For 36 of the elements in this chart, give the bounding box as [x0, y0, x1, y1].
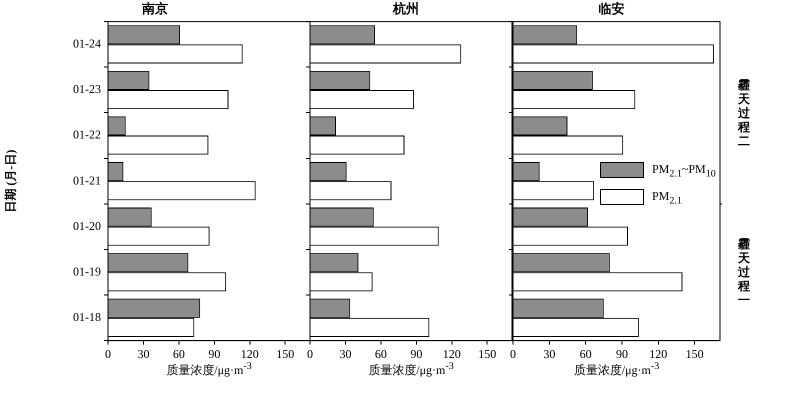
y-tick-label: 01-19 — [73, 264, 101, 278]
y-tick-label: 01-21 — [73, 173, 101, 188]
x-tick-label: 120 — [442, 346, 461, 361]
x-tick-label: 30 — [543, 346, 556, 361]
x-tick-label: 0 — [307, 346, 313, 361]
y-tick-label: 01-24 — [73, 36, 101, 51]
x-tick-label: 30 — [137, 346, 150, 361]
text: 霾天过程二 — [738, 78, 750, 148]
x-tick-label: 90 — [616, 346, 628, 361]
x-tick-label: 60 — [580, 346, 592, 361]
x-tick-label: 120 — [240, 346, 259, 361]
x-tick-label: 30 — [339, 346, 352, 361]
x-tick-label: 120 — [649, 346, 668, 361]
x-tick-label: 90 — [208, 346, 220, 361]
chart-title: 临安 — [598, 1, 624, 16]
x-tick-label: 150 — [276, 346, 294, 361]
y-tick-label: 01-22 — [73, 128, 101, 142]
x-tick-label: 90 — [410, 346, 422, 361]
x-axis-title: 质量浓度/μg·m$^{-3}$ — [574, 360, 660, 379]
x-tick-label: 0 — [510, 346, 516, 361]
y-tick-label: 01-18 — [73, 310, 101, 324]
x-axis-title: 质量浓度/μg·m$^{-3}$ — [368, 360, 454, 379]
text: PM$_{2.1}$ — [652, 188, 682, 206]
chart-title: 杭州 — [392, 1, 419, 16]
y-tick-label: 01-23 — [73, 82, 101, 96]
x-tick-label: 0 — [105, 346, 111, 361]
y-tick-label: 01-20 — [73, 218, 101, 233]
text: 霾天过程一 — [738, 237, 750, 308]
chart-title: 南京 — [141, 1, 168, 16]
x-tick-label: 60 — [374, 346, 387, 361]
y-axis-title: 日期 (月-日) — [3, 150, 18, 213]
x-tick-label: 60 — [172, 346, 185, 361]
x-axis-title: 质量浓度/μg·m$^{-3}$ — [166, 360, 252, 379]
x-tick-label: 150 — [478, 346, 496, 361]
legend-label: PM$_{2.1}$~PM$_{10}$ — [652, 162, 716, 179]
x-tick-label: 150 — [686, 346, 704, 361]
